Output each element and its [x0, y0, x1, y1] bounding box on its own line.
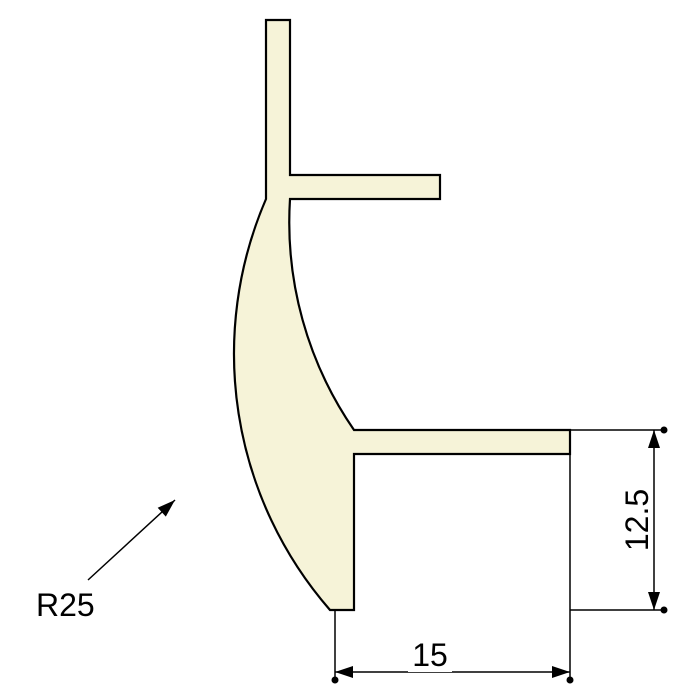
dim-label-horizontal: 15 [412, 637, 448, 673]
dim-terminal-dot [661, 607, 668, 614]
dim-terminal-dot [661, 427, 668, 434]
dim-terminal-dot [567, 677, 574, 684]
radius-label: R25 [36, 587, 95, 623]
dim-terminal-dot [332, 677, 339, 684]
dim-label-vertical: 12.5 [619, 489, 655, 551]
